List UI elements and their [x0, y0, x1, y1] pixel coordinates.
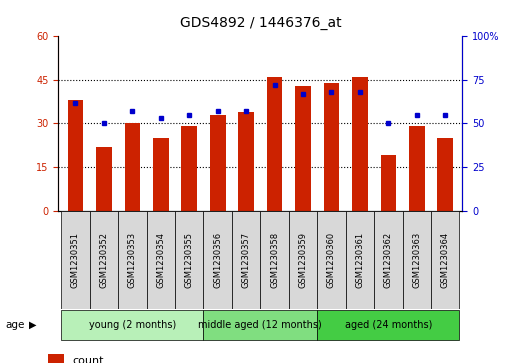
Bar [409, 126, 425, 211]
Bar [324, 83, 339, 211]
Text: middle aged (12 months): middle aged (12 months) [199, 320, 322, 330]
Bar [181, 126, 197, 211]
Bar [232, 211, 261, 309]
Bar [317, 310, 459, 340]
Text: ▶: ▶ [29, 320, 37, 330]
Text: age: age [5, 320, 24, 330]
Bar [204, 211, 232, 309]
Bar [267, 77, 282, 211]
Bar [437, 138, 453, 211]
Text: GDS4892 / 1446376_at: GDS4892 / 1446376_at [179, 16, 341, 30]
Bar [261, 211, 289, 309]
Text: GSM1230359: GSM1230359 [299, 232, 307, 287]
Bar [48, 354, 65, 363]
Text: aged (24 months): aged (24 months) [344, 320, 432, 330]
Bar [238, 112, 254, 211]
Text: GSM1230363: GSM1230363 [412, 232, 421, 287]
Text: GSM1230364: GSM1230364 [441, 232, 450, 287]
Text: GSM1230351: GSM1230351 [71, 232, 80, 287]
Text: GSM1230361: GSM1230361 [356, 232, 364, 287]
Text: GSM1230358: GSM1230358 [270, 232, 279, 287]
Bar [147, 211, 175, 309]
Bar [345, 211, 374, 309]
Bar [295, 86, 311, 211]
Bar [431, 211, 459, 309]
Bar [289, 211, 317, 309]
Bar [317, 211, 345, 309]
Bar [61, 310, 204, 340]
Bar [352, 77, 368, 211]
Bar [124, 123, 140, 211]
Bar [210, 115, 226, 211]
Bar [374, 211, 402, 309]
Bar [61, 211, 90, 309]
Bar [153, 138, 169, 211]
Text: GSM1230353: GSM1230353 [128, 232, 137, 287]
Bar [68, 100, 83, 211]
Bar [90, 211, 118, 309]
Text: GSM1230357: GSM1230357 [242, 232, 250, 287]
Text: GSM1230356: GSM1230356 [213, 232, 222, 287]
Bar [118, 211, 147, 309]
Text: young (2 months): young (2 months) [89, 320, 176, 330]
Bar [96, 147, 112, 211]
Text: GSM1230355: GSM1230355 [185, 232, 194, 287]
Bar [204, 310, 317, 340]
Text: GSM1230360: GSM1230360 [327, 232, 336, 287]
Text: count: count [73, 356, 104, 363]
Text: GSM1230354: GSM1230354 [156, 232, 165, 287]
Bar [380, 155, 396, 211]
Text: GSM1230362: GSM1230362 [384, 232, 393, 287]
Bar [175, 211, 204, 309]
Text: GSM1230352: GSM1230352 [100, 232, 108, 287]
Bar [402, 211, 431, 309]
